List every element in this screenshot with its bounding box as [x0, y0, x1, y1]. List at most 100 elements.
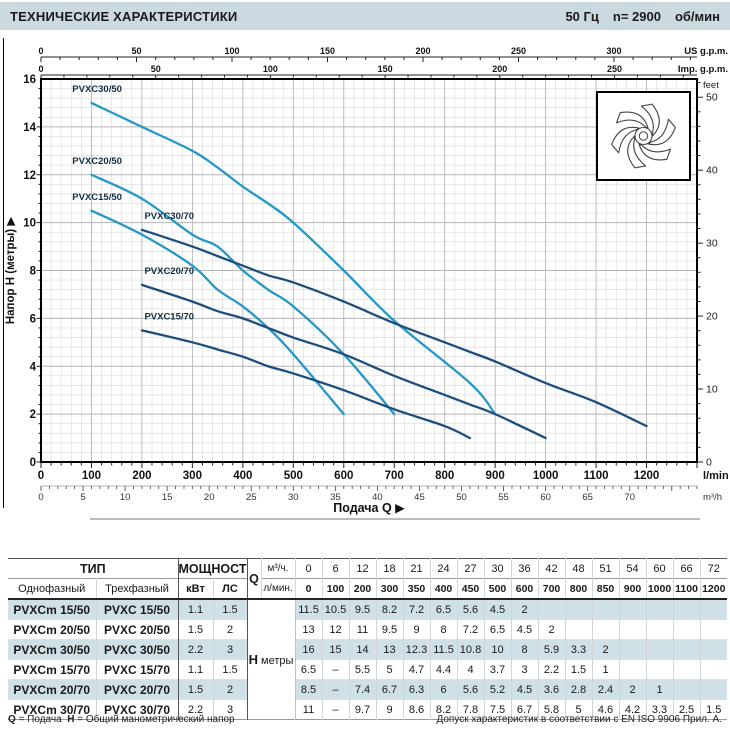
legend-h-text: = Общий манометрический напор — [77, 714, 235, 725]
head-value: 2 — [591, 639, 620, 660]
three-phase-model: PVXC 30/50 — [95, 639, 179, 660]
head-value: 3.7 — [483, 659, 512, 680]
axis-m3h: 0 5 10 15 20 25 30 35 40 45 50 55 60 65 70 m³/h — [38, 485, 722, 503]
svg-text:10: 10 — [706, 384, 718, 396]
head-value: 6.7 — [375, 679, 404, 700]
head-value — [618, 639, 647, 660]
q-lmin-value: 450 — [456, 578, 485, 599]
svg-text:200: 200 — [132, 470, 151, 482]
characteristics-table: ТИПМОЩНОСТЬQм³/ч.06121821242730364248515… — [8, 558, 728, 720]
svg-text:600: 600 — [334, 470, 353, 482]
svg-text:10: 10 — [23, 218, 36, 230]
head-value: 14 — [348, 639, 377, 660]
q-m3h-value: 54 — [618, 558, 647, 579]
power-kw: 2.2 — [177, 639, 214, 660]
svg-text:100: 100 — [224, 46, 239, 56]
curve-PVXC15/70 — [140, 329, 472, 440]
power-hp: 2 — [212, 619, 248, 640]
svg-text:15: 15 — [162, 492, 173, 503]
head-value — [645, 639, 674, 660]
head-value — [699, 639, 728, 660]
legend-h-symbol: H — [67, 714, 75, 725]
svg-text:200: 200 — [415, 46, 430, 56]
curve-label-PVXC15/70: PVXC15/70 — [144, 312, 194, 323]
head-value: 9.7 — [348, 699, 377, 720]
head-value: 13 — [294, 619, 323, 640]
head-value: 5.8 — [537, 699, 566, 720]
head-value: 3.3 — [645, 699, 674, 720]
svg-text:0: 0 — [30, 457, 36, 469]
single-phase-model: PVXCm 15/50 — [8, 599, 96, 620]
head-value: 9.5 — [375, 619, 404, 640]
power-kw: 1.5 — [177, 679, 214, 700]
speed-value: n= 2900 — [612, 8, 661, 24]
svg-text:45: 45 — [414, 492, 425, 503]
head-value: 1.5 — [564, 659, 593, 680]
head-value: 4.5 — [510, 619, 539, 640]
curve-label-PVXC15/50: PVXC15/50 — [72, 192, 122, 203]
q-lmin-value: 600 — [510, 578, 539, 599]
impeller-image — [596, 91, 691, 181]
table-row-PVXC-20/50: PVXCm 20/50 PVXC 20/50 1.5 2 13 12 11 9.5 9 8 7.2 6… — [8, 619, 728, 640]
svg-text:PVXC15/70: PVXC15/70 — [144, 312, 194, 323]
curve-PVXC15/50 — [90, 209, 345, 416]
col-q-symbol: Q — [246, 558, 262, 599]
svg-text:100: 100 — [82, 470, 101, 482]
q-lmin-value: 1200 — [699, 578, 728, 599]
q-lmin-value: 300 — [375, 578, 404, 599]
three-phase-model: PVXC 20/70 — [95, 679, 179, 700]
curve-PVXC30/50 — [90, 101, 497, 416]
head-value — [699, 659, 728, 680]
chart-grid — [41, 79, 697, 462]
q-m3h-value: 27 — [456, 558, 485, 579]
head-value: 4.7 — [402, 659, 431, 680]
curve-PVXC20/50 — [90, 173, 396, 416]
svg-text:150: 150 — [320, 46, 335, 56]
head-value — [699, 619, 728, 640]
three-phase-model: PVXC 15/50 — [95, 599, 179, 620]
svg-text:700: 700 — [385, 470, 404, 482]
svg-text:55: 55 — [498, 492, 509, 503]
head-value: 10.5 — [321, 599, 350, 620]
head-value — [699, 599, 728, 620]
single-phase-model: PVXCm 30/70 — [13, 702, 91, 717]
table-row-PVXC-15/70: PVXCm 15/70 PVXC 15/70 1.1 1.5 6.5–5.5 5 4.7 4.… — [8, 659, 728, 680]
head-value: 8 — [510, 639, 539, 660]
svg-text:20: 20 — [706, 311, 718, 323]
unit-m3h: м³/ч. — [260, 558, 296, 579]
svg-text:1100: 1100 — [584, 470, 609, 482]
three-phase-model: PVXC 30/70 — [95, 699, 179, 720]
q-m3h-value: 72 — [699, 558, 728, 579]
axis-lmin: 0 100 200 300 400 500 600 700 800 900 1000 1100 1200… — [38, 462, 729, 482]
q-m3h-value: 60 — [645, 558, 674, 579]
head-value: 5 — [564, 699, 593, 720]
svg-text:40: 40 — [372, 492, 383, 503]
curve-PVXC30/70 — [140, 228, 648, 428]
head-value — [672, 659, 701, 680]
svg-text:1200: 1200 — [634, 470, 660, 482]
q-m3h-value: 21 — [402, 558, 431, 579]
svg-text:500: 500 — [284, 470, 303, 482]
head-value: 5.5 — [348, 659, 377, 680]
head-value — [699, 679, 728, 700]
head-value: 4 — [456, 659, 485, 680]
svg-text:0: 0 — [38, 492, 43, 503]
table-row-PVXC-15/50: PVXCm 15/50 PVXC 15/50 1.1 1.5 H метры 11.5 10… — [8, 599, 728, 720]
svg-text:400: 400 — [233, 470, 252, 482]
three-phase-model: PVXC 20/50 — [95, 619, 179, 640]
axis-imp-gpm: 0 50 100 150 200 250 Imp. g.p.m. — [38, 64, 728, 79]
svg-text:feet: feet — [703, 80, 719, 91]
head-value: 6.5 — [483, 619, 512, 640]
head-value: 7.2 — [456, 619, 485, 640]
q-m3h-value: 0 — [294, 558, 323, 579]
col-group-type: ТИП — [79, 561, 106, 576]
svg-text:35: 35 — [330, 492, 341, 503]
head-value: 6.5 — [429, 599, 458, 620]
q-m3h-value: 51 — [591, 558, 620, 579]
head-value: – — [321, 699, 350, 720]
col-single-phase: Однофазный — [18, 582, 86, 595]
svg-text:PVXC15/50: PVXC15/50 — [72, 192, 122, 203]
head-value: 8.2 — [429, 699, 458, 720]
head-value: 5.6 — [456, 599, 485, 620]
power-kw: 2.2 — [177, 699, 214, 720]
